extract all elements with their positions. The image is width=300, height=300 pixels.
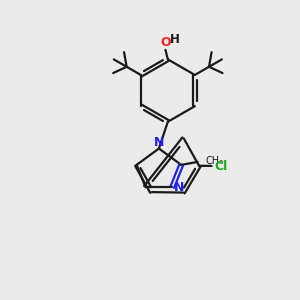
Text: N: N (174, 181, 184, 194)
Text: N: N (154, 136, 164, 149)
Text: O: O (160, 37, 171, 50)
Text: Cl: Cl (214, 160, 228, 172)
Text: CH₃: CH₃ (205, 156, 224, 166)
Text: H: H (170, 33, 180, 46)
